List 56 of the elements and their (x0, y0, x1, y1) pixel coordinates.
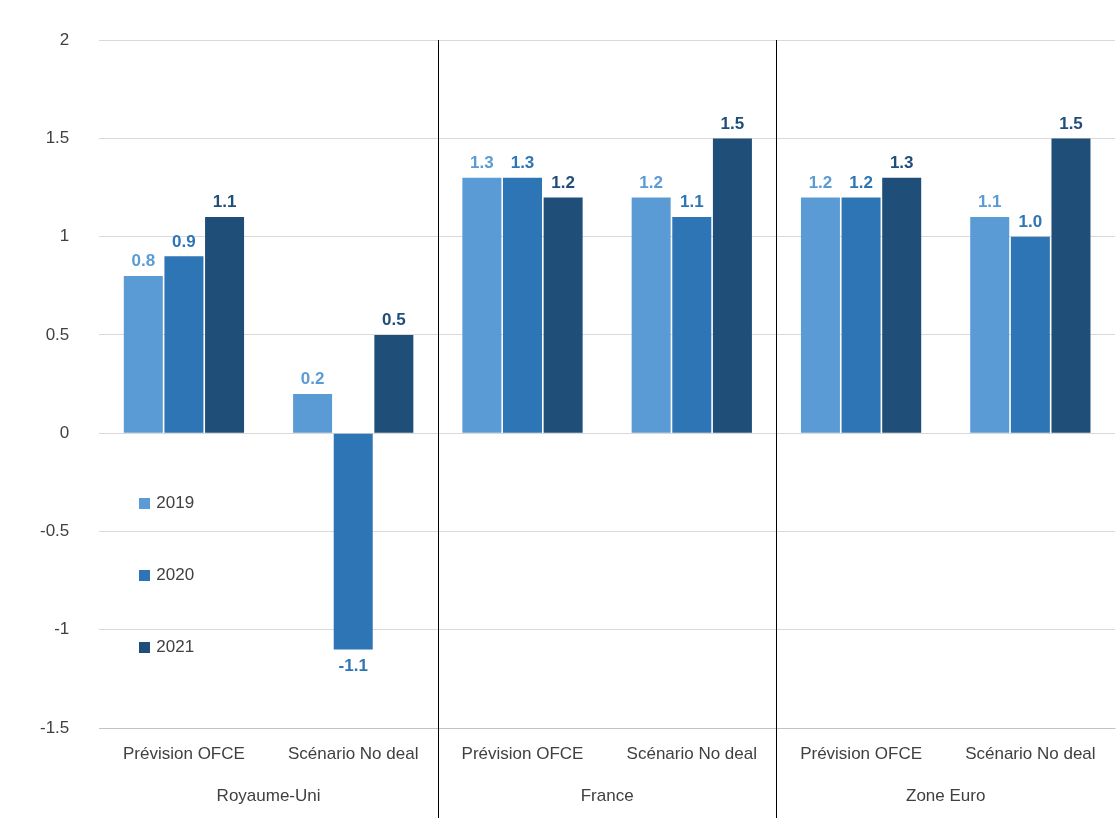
bar (293, 393, 333, 433)
bar (882, 177, 922, 433)
data-label: 1.5 (720, 113, 745, 133)
y-tick-label: 2 (59, 29, 70, 49)
bar (970, 217, 1010, 433)
data-label: 1.2 (849, 172, 873, 192)
x-tick-label: Prévision OFCE (461, 743, 584, 763)
x-tick-label: Prévision OFCE (800, 743, 923, 763)
x-tick-label: Prévision OFCE (123, 743, 245, 763)
y-tick-label: 1.5 (45, 128, 70, 148)
bar (1010, 236, 1050, 433)
bar (164, 256, 204, 433)
data-label: 1.1 (977, 192, 1002, 212)
data-label: 1.3 (470, 152, 494, 172)
bar (205, 217, 245, 433)
text: France (580, 785, 634, 805)
data-label: 1.5 (1059, 113, 1083, 133)
data-label: 1.3 (510, 152, 535, 172)
data-label: -1.1 (338, 655, 368, 675)
y-tick-label: -0.5 (40, 521, 70, 541)
legend-label: 2021 (156, 637, 195, 658)
y-tick-label: -1.5 (40, 717, 70, 737)
bar (543, 197, 583, 433)
bar (712, 138, 752, 433)
data-label: 1.2 (551, 172, 575, 192)
data-label: 0.5 (382, 310, 406, 330)
text: Royaume-Uni (216, 785, 321, 805)
bar (333, 433, 373, 650)
data-label: 1.2 (808, 172, 833, 192)
bar (1051, 138, 1091, 433)
data-label: 1.0 (1018, 211, 1043, 231)
bar (123, 276, 163, 433)
data-label: 1.1 (679, 192, 704, 212)
data-label: 0.2 (300, 369, 325, 389)
data-label: 1.2 (639, 172, 663, 192)
bar (841, 197, 881, 433)
bar (503, 177, 543, 433)
x-tick-label: Scénario No deal (288, 743, 419, 763)
legend-label: 2019 (156, 493, 195, 514)
y-tick-label: -1 (54, 619, 70, 639)
bar (462, 177, 502, 433)
bar (800, 197, 840, 433)
x-tick-label: Scénario No deal (626, 743, 757, 763)
data-label: 1.1 (212, 192, 237, 212)
bar (672, 217, 712, 433)
text: Zone Euro (906, 785, 986, 805)
y-tick-label: 0.5 (45, 324, 70, 344)
y-tick-label: 1 (59, 226, 70, 246)
bar (631, 197, 671, 433)
data-label: 1.3 (889, 152, 914, 172)
bar (374, 334, 414, 433)
data-label: 0.9 (172, 231, 196, 251)
x-tick-label: Scénario No deal (965, 743, 1096, 763)
legend-label: 2020 (156, 565, 195, 586)
y-tick-label: 0 (59, 422, 70, 442)
data-label: 0.8 (131, 251, 156, 271)
